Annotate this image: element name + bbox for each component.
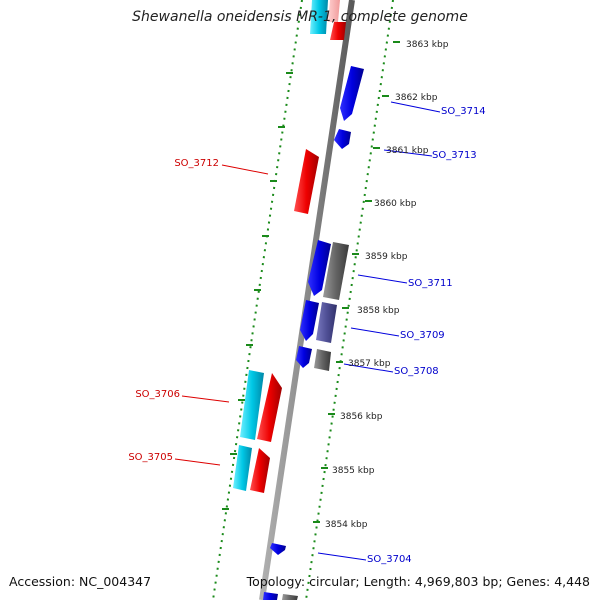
gene-label-so-3712[interactable]: SO_3712 — [174, 158, 219, 169]
genome-summary-text: Topology: circular; Length: 4,969,803 bp… — [246, 574, 590, 589]
scale-label: 3863 kbp — [406, 40, 449, 50]
accession-text: Accession: NC_004347 — [9, 574, 152, 589]
genome-backbone — [259, 0, 355, 600]
gene-so-3708-arrow — [296, 346, 312, 368]
gene-so-3709-arrow — [300, 300, 319, 341]
scale-label: 3861 kbp — [386, 146, 429, 156]
scale-label: 3862 kbp — [395, 93, 438, 103]
gene-label-so-3704[interactable]: SO_3704 — [367, 554, 412, 565]
gene-so-3713-arrow — [334, 129, 351, 149]
gene-label-so-3713[interactable]: SO_3713 — [432, 150, 477, 161]
gene-label-so-3709[interactable]: SO_3709 — [400, 330, 445, 341]
inner-ruler — [305, 0, 394, 600]
gene-feature-top-cyan — [310, 0, 328, 34]
gene-so-3709-purple — [316, 302, 337, 343]
scale-label: 3860 kbp — [374, 199, 417, 209]
gene-label-so-3714[interactable]: SO_3714 — [441, 106, 486, 117]
inner-ruler-ticks — [313, 41, 400, 523]
scale-label: 3858 kbp — [357, 306, 400, 316]
scale-label: 3854 kbp — [325, 520, 368, 530]
outer-ruler-ticks — [222, 72, 293, 510]
scale-label: 3855 kbp — [332, 466, 375, 476]
gene-so-3705-arrow — [250, 448, 270, 493]
gene-label-so-3705[interactable]: SO_3705 — [128, 452, 173, 463]
gene-bottom-partial-gray — [282, 594, 298, 600]
gene-label-so-3708[interactable]: SO_3708 — [394, 366, 439, 377]
gene-label-so-3706[interactable]: SO_3706 — [135, 389, 180, 400]
gene-so-3706-arrow — [257, 373, 282, 442]
gene-so-3708-gray — [314, 349, 331, 371]
gene-so-3712-arrow — [294, 149, 319, 214]
gene-so-3711-arrow — [308, 240, 331, 296]
map-title: Shewanella oneidensis MR-1, complete gen… — [132, 9, 468, 25]
reverse-leader-lines — [317, 101, 441, 561]
gene-so-3704-arrow — [270, 543, 286, 555]
outer-ruler — [212, 0, 303, 600]
gene-label-so-3711[interactable]: SO_3711 — [408, 278, 453, 289]
scale-label: 3859 kbp — [365, 252, 408, 262]
gene-feature-top-red — [330, 22, 346, 40]
gene-so-3714-arrow — [340, 66, 364, 121]
gene-so-3705-cyan — [233, 445, 252, 491]
scale-label: 3856 kbp — [340, 412, 383, 422]
scale-label: 3857 kbp — [348, 359, 391, 369]
gene-so-3706-cyan — [240, 370, 264, 440]
forward-leader-lines — [174, 164, 269, 466]
gene-feature-top-pink — [328, 0, 340, 22]
gene-so-3711-gray — [323, 242, 349, 300]
gene-bottom-partial-blue — [263, 592, 278, 600]
